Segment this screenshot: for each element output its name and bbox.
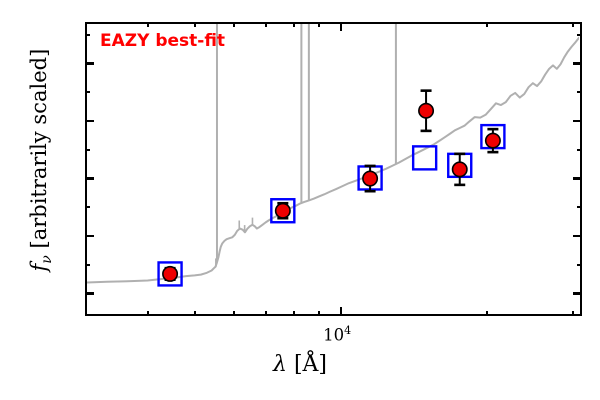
x-tick-major-top	[339, 22, 343, 31]
x-tick-minor-top	[265, 22, 267, 27]
y-tick-minor	[85, 33, 90, 36]
y-tick-major-right	[573, 119, 582, 123]
y-tick-minor	[577, 33, 582, 36]
y-tick-minor	[577, 91, 582, 94]
y-tick-minor	[85, 263, 90, 266]
y-tick-major	[85, 62, 94, 65]
y-tick-minor	[577, 263, 582, 266]
y-tick-major	[85, 234, 94, 238]
y-tick-major	[85, 119, 94, 123]
y-tick-major-right	[573, 62, 582, 65]
x-tick-minor-top	[486, 22, 489, 27]
x-tick-minor	[293, 311, 296, 316]
y-axis-title-f: f	[26, 263, 51, 272]
x-tick-major	[339, 307, 343, 316]
y-tick-major	[85, 177, 94, 180]
x-tick-minor	[265, 311, 267, 316]
y-tick-minor	[577, 148, 582, 151]
y-tick-minor	[85, 148, 90, 151]
y-axis-title-rest: [arbitrarily scaled]	[26, 48, 51, 256]
y-tick-major-right	[573, 292, 582, 295]
x-tick-minor	[486, 311, 489, 316]
y-tick-major-right	[573, 177, 582, 180]
y-tick-minor	[85, 91, 90, 94]
x-tick-mantissa: 10	[323, 325, 345, 345]
plot-area	[85, 22, 582, 316]
x-tick-minor-top	[232, 22, 235, 27]
x-tick-minor-top	[194, 22, 197, 27]
x-tick-minor	[194, 311, 197, 316]
y-tick-major-right	[573, 234, 582, 238]
x-tick-minor	[571, 311, 574, 316]
x-tick-minor-top	[317, 22, 320, 27]
x-tick-minor	[317, 311, 320, 316]
y-tick-major	[85, 292, 94, 295]
y-tick-minor	[85, 206, 90, 209]
plot-data-layer	[87, 24, 579, 287]
x-axis-title: λ [Å]	[0, 352, 600, 377]
x-axis-title-unit: [Å]	[286, 352, 327, 377]
x-tick-minor-top	[147, 22, 150, 27]
x-axis-title-lambda: λ	[273, 352, 287, 377]
x-tick-label-10e4: 104	[323, 324, 351, 345]
x-tick-exponent: 4	[344, 324, 352, 337]
y-axis-title-nu: ν	[39, 255, 56, 264]
x-tick-minor-top	[571, 22, 574, 27]
y-tick-minor	[577, 206, 582, 209]
y-axis-title: fν [arbitrarily scaled]	[27, 0, 55, 325]
x-tick-minor	[232, 311, 235, 316]
x-tick-minor	[147, 311, 150, 316]
x-tick-minor-top	[293, 22, 296, 27]
eazy-best-fit-annotation: EAZY best-fit	[100, 31, 226, 51]
